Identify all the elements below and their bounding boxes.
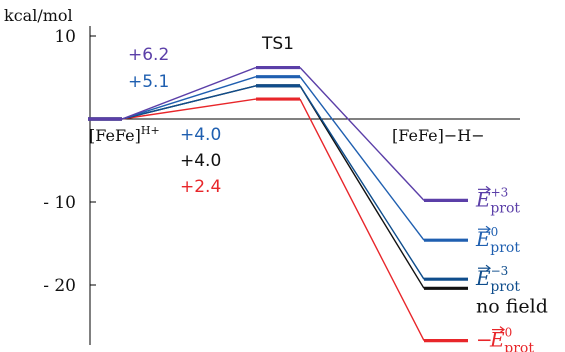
series-label-m3: E−3 prot [475,264,520,295]
energy-value-annotation: +4.0 [180,125,221,145]
y-tick-label: - 10 [43,193,76,213]
series-label-prefix: − [476,328,493,352]
connector-neg-2 [299,98,425,341]
connector-p0-1 [121,76,257,120]
series-label-p3: E+3 prot [475,185,520,216]
state-label-reactant: [FeFe]H+ [89,124,160,145]
state-label-product: [FeFe]−H− [392,126,485,145]
series-label-neg: −E0 prot [476,326,534,352]
vector-arrowhead [499,326,505,334]
ts-value-annotation: +6.2 [128,45,169,65]
energy-value-annotation: +2.4 [180,177,221,197]
connector-p0-2 [299,76,425,241]
series-label-p0: E0 prot [475,225,520,256]
y-tick-label: 10 [54,27,76,47]
connector-p3-2 [299,67,425,201]
connector-neg-1 [121,98,257,120]
connector-m3-2 [299,85,425,280]
vector-arrowhead [485,185,491,193]
y-tick-label: - 20 [43,276,76,296]
vector-arrowhead [485,225,491,233]
y-axis-label: kcal/mol [4,6,73,25]
series-label-text: E0 prot [489,326,534,352]
vector-arrowhead [485,264,491,272]
connector-p3-1 [121,66,257,120]
series-label-text: E+3 prot [475,185,520,216]
ts-value-annotation: +5.1 [128,72,169,92]
connector-nf-2 [299,85,425,289]
energy-value-annotation: +4.0 [180,151,221,171]
series-label-nf: no field [476,295,548,317]
series-label-text: E−3 prot [475,264,520,295]
series-label-text: E0 prot [475,225,520,256]
connector-m3-1 [121,85,257,120]
state-label-ts1: TS1 [261,34,294,54]
